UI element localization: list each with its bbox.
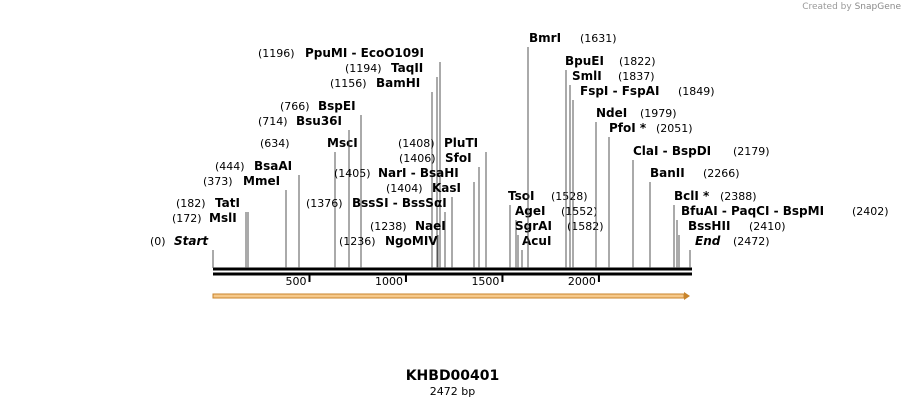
sequence-name: KHBD00401	[405, 368, 500, 384]
site-name-21: AcuI	[522, 234, 551, 248]
site-pos-16: (1406)	[399, 152, 436, 165]
ruler-label-1500: 1500	[471, 275, 499, 288]
site-pos-6: (714)	[258, 115, 288, 128]
site-pos-8: (1156)	[330, 77, 367, 90]
site-name-23: BpuEI	[565, 54, 604, 68]
site-name-1: MslI	[209, 211, 237, 225]
site-pos-12: (1238)	[370, 220, 407, 233]
snapgene-credit: Created by SnapGene	[802, 2, 901, 12]
site-pos-7: (766)	[280, 100, 310, 113]
site-pos-25: (1849)	[678, 85, 715, 98]
ruler-label-2000: 2000	[568, 275, 596, 288]
site-pos-27: (2051)	[656, 122, 693, 135]
site-pos-33: (2472)	[733, 235, 770, 248]
site-name-2: TatI	[215, 196, 240, 210]
site-name-33: End	[695, 234, 721, 248]
site-name-15: NarI - BsaHI	[378, 166, 459, 180]
site-name-10: PpuMI - EcoO109I	[305, 46, 424, 60]
site-name-28: ClaI - BspDI	[633, 144, 711, 158]
site-name-4: BsaAI	[254, 159, 292, 173]
site-pos-24: (1837)	[618, 70, 655, 83]
site-pos-22: (1631)	[580, 32, 617, 45]
site-name-16: SfoI	[445, 151, 472, 165]
site-pos-4: (444)	[215, 160, 245, 173]
site-pos-2: (182)	[176, 197, 206, 210]
site-name-22: BmrI	[529, 31, 561, 45]
site-pos-9: (1194)	[345, 62, 382, 75]
site-pos-17: (1408)	[398, 137, 435, 150]
site-name-8: BamHI	[376, 76, 420, 90]
site-pos-10: (1196)	[258, 47, 295, 60]
feature-arrowhead	[684, 292, 690, 300]
site-pos-23: (1822)	[619, 55, 656, 68]
site-name-25: FspI - FspAI	[580, 84, 659, 98]
site-pos-1: (172)	[172, 212, 202, 225]
site-pos-15: (1405)	[334, 167, 371, 180]
site-name-26: NdeI	[596, 106, 627, 120]
site-pos-32: (2410)	[749, 220, 786, 233]
site-name-20: SgrAI	[515, 219, 552, 233]
site-pos-28: (2179)	[733, 145, 770, 158]
site-name-0: Start	[174, 234, 209, 248]
site-name-13: BssSI - BssSαI	[352, 196, 447, 210]
site-pos-20: (1582)	[567, 220, 604, 233]
site-pos-29: (2266)	[703, 167, 740, 180]
ruler-label-1000: 1000	[375, 275, 403, 288]
site-pos-3: (373)	[203, 175, 233, 188]
site-name-7: BspEI	[318, 99, 356, 113]
site-name-29: BanII	[650, 166, 685, 180]
site-name-18: TsoI	[508, 189, 534, 203]
site-name-31: BfuAI - PaqCI - BspMI	[681, 204, 824, 218]
site-pos-30: (2388)	[720, 190, 757, 203]
site-name-12: NaeI	[415, 219, 446, 233]
site-name-11: NgoMIV	[385, 234, 438, 248]
site-pos-14: (1404)	[386, 182, 423, 195]
ruler-label-500: 500	[285, 275, 306, 288]
site-name-6: Bsu36I	[296, 114, 342, 128]
site-name-27: PfoI *	[609, 121, 647, 135]
site-pos-31: (2402)	[852, 205, 889, 218]
site-pos-18: (1528)	[551, 190, 588, 203]
site-pos-5: (634)	[260, 137, 290, 150]
site-pos-11: (1236)	[339, 235, 376, 248]
credit-prefix: Created by	[802, 2, 852, 12]
site-name-17: PluTI	[444, 136, 478, 150]
site-name-14: KasI	[432, 181, 461, 195]
site-name-32: BssHII	[688, 219, 730, 233]
feature-bar	[212, 293, 685, 299]
site-name-24: SmlI	[572, 69, 602, 83]
site-pos-13: (1376)	[306, 197, 343, 210]
sequence-length: 2472 bp	[429, 385, 476, 398]
site-pos-26: (1979)	[640, 107, 677, 120]
site-pos-0: (0)	[150, 235, 166, 248]
site-name-30: BclI *	[674, 189, 710, 203]
site-name-19: AgeI	[515, 204, 545, 218]
site-name-9: TaqII	[391, 61, 423, 75]
site-name-3: MmeI	[243, 174, 280, 188]
site-name-5: MscI	[327, 136, 358, 150]
credit-brand: SnapGene	[854, 2, 901, 12]
